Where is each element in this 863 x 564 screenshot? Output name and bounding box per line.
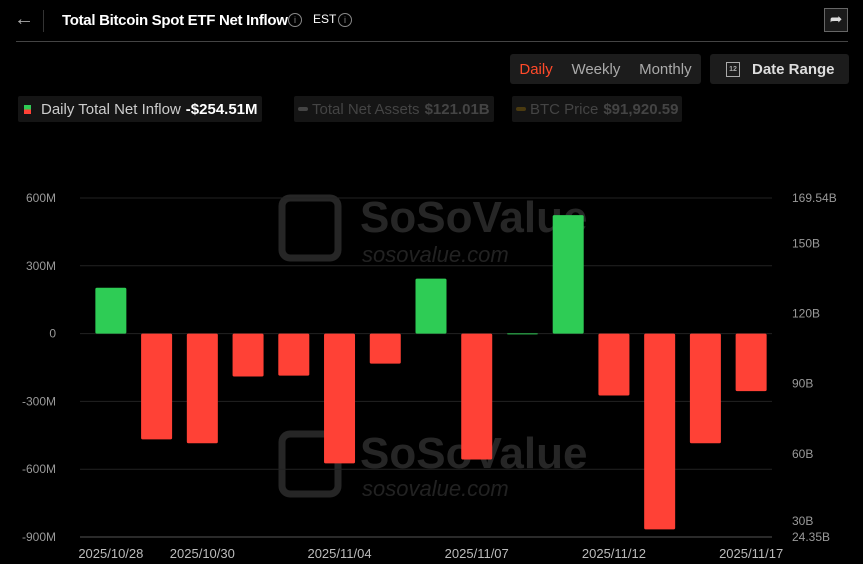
timezone-label: EST (313, 12, 337, 26)
date-range-label: Date Range (752, 60, 835, 78)
x-tick-label: 2025/10/28 (78, 546, 143, 561)
y-tick-label: -900M (22, 530, 56, 544)
bar (324, 333, 356, 464)
watermark-brand: SoSoValue (360, 193, 587, 242)
x-tick-label: 2025/11/07 (445, 546, 509, 561)
watermark-logo-icon (278, 194, 342, 262)
bar (278, 333, 310, 376)
x-tick-label: 2025/11/12 (582, 546, 646, 561)
bar (186, 333, 218, 444)
y2-tick-label: 24.35B (792, 530, 830, 544)
legend-value: $91,920.59 (603, 100, 679, 118)
legend-swatch (516, 107, 526, 111)
info-icon[interactable]: i (338, 13, 352, 27)
watermark-logo-icon (278, 430, 342, 498)
header: ← Total Bitcoin Spot ETF Net Inflow i ES… (0, 0, 863, 42)
bar (506, 333, 538, 335)
info-icon[interactable]: i (288, 13, 302, 27)
legend-value: $121.01B (424, 100, 490, 118)
legend-label: BTC Price (530, 100, 599, 118)
y2-tick-label: 30B (792, 514, 813, 528)
bar (598, 333, 630, 396)
bar (689, 333, 721, 444)
y-tick-label: -600M (22, 462, 56, 476)
period-selector: Daily Weekly Monthly (510, 54, 701, 84)
legend-btc-price[interactable]: BTC Price $91,920.59 (512, 96, 683, 122)
bar (95, 287, 127, 334)
y-tick-label: -300M (22, 394, 56, 408)
y2-tick-label: 169.54B (792, 191, 837, 205)
divider (16, 41, 848, 42)
legend-swatch (24, 104, 31, 114)
bar (415, 278, 447, 334)
watermark-url: sosovalue.com (362, 476, 509, 501)
legend-daily-net-inflow[interactable]: Daily Total Net Inflow -$254.51M (18, 96, 262, 122)
y2-tick-label: 90B (792, 377, 813, 391)
legend-total-net-assets[interactable]: Total Net Assets $121.01B (294, 96, 494, 122)
x-tick-label: 2025/11/04 (307, 546, 371, 561)
share-icon[interactable]: ➦ (824, 8, 848, 32)
divider (43, 10, 44, 32)
bar (735, 333, 767, 392)
page-title: Total Bitcoin Spot ETF Net Inflow (62, 12, 288, 29)
bar (369, 333, 401, 364)
y-tick-label: 300M (26, 259, 56, 273)
y2-tick-label: 60B (792, 447, 813, 461)
legend-swatch (298, 107, 308, 111)
bar (232, 333, 264, 377)
date-range-button[interactable]: 12 Date Range (710, 54, 849, 84)
legend-label: Daily Total Net Inflow (41, 100, 181, 118)
bar (644, 333, 676, 530)
tab-daily[interactable]: Daily (519, 60, 553, 78)
x-tick-label: 2025/10/30 (170, 546, 235, 561)
bar (552, 215, 584, 334)
y-tick-label: 600M (26, 191, 56, 205)
arrow-left-icon[interactable]: ← (14, 8, 34, 30)
bar (461, 333, 493, 460)
legend-value: -$254.51M (185, 100, 258, 118)
calendar-icon: 12 (726, 61, 740, 77)
y2-tick-label: 120B (792, 307, 820, 321)
bar (141, 333, 173, 440)
tab-monthly[interactable]: Monthly (639, 60, 692, 78)
legend-label: Total Net Assets (312, 100, 420, 118)
y-tick-label: 0 (49, 327, 56, 341)
tab-weekly[interactable]: Weekly (571, 60, 621, 78)
y2-tick-label: 150B (792, 237, 820, 251)
watermark-url: sosovalue.com (362, 242, 509, 267)
x-tick-label: 2025/11/17 (719, 546, 783, 561)
